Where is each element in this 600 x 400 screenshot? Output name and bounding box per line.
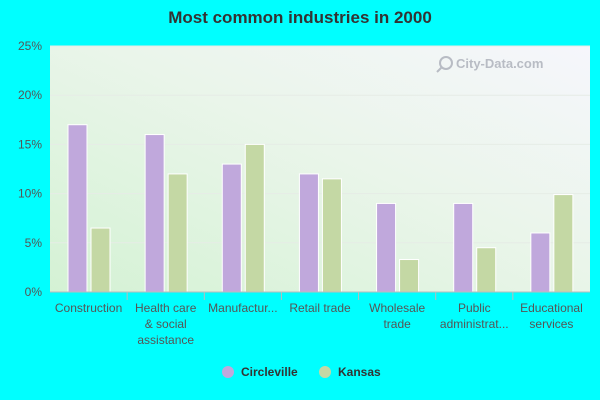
x-category-label-line: Wholesale	[369, 301, 425, 315]
x-category-label-line: Public	[458, 301, 491, 315]
x-category-label: Public administrat...	[440, 301, 509, 331]
bar-kansas-4	[399, 259, 420, 293]
watermark-search-icon	[439, 56, 453, 70]
y-tick-label: 10%	[18, 187, 42, 201]
bar-kansas-3	[321, 178, 342, 293]
y-tick-label: 15%	[18, 137, 42, 151]
legend-swatch-circleville	[222, 366, 234, 378]
x-category-label-line: Educational	[520, 301, 583, 315]
x-category-label-line: Retail trade	[289, 301, 351, 315]
x-category-label-line: assistance	[137, 333, 194, 347]
y-tick-label: 0%	[25, 285, 43, 299]
x-category-label-line: Manufactur...	[208, 301, 277, 315]
bar-kansas-1	[167, 173, 188, 293]
plot-background	[50, 46, 590, 292]
bar-kansas-6	[553, 194, 574, 293]
x-category-label-line: & social	[145, 317, 187, 331]
watermark: City-Data.com	[436, 56, 543, 73]
x-category-label: Retail trade	[289, 301, 351, 315]
bar-circleville-6	[530, 232, 551, 293]
bar-circleville-4	[376, 202, 397, 293]
bar-circleville-2	[221, 163, 242, 293]
x-category-label: Manufactur...	[208, 301, 277, 315]
bar-kansas-0	[90, 227, 111, 293]
chart-title: Most common industries in 2000	[168, 8, 432, 27]
x-category-label-line: Construction	[55, 301, 122, 315]
watermark-search-icon-handle	[436, 66, 443, 73]
bar-kansas-2	[244, 143, 265, 293]
x-category-label: Construction	[55, 301, 122, 315]
legend: Circleville Kansas	[222, 365, 381, 379]
x-category-label-line: Health care	[135, 301, 197, 315]
bar-circleville-0	[67, 124, 88, 293]
watermark-text: City-Data.com	[456, 56, 543, 71]
legend-swatch-kansas	[319, 366, 331, 378]
y-tick-label: 20%	[18, 88, 42, 102]
x-category-label-line: services	[529, 317, 573, 331]
bar-circleville-5	[453, 202, 474, 293]
y-tick-label: 25%	[18, 39, 42, 53]
x-category-label: Wholesale trade	[369, 301, 425, 331]
bar-kansas-5	[476, 247, 497, 293]
x-category-label-line: trade	[383, 317, 411, 331]
bar-circleville-3	[298, 173, 319, 293]
bars	[67, 124, 574, 293]
x-category-label: Educational services	[520, 301, 583, 331]
x-category-label: Health care & social assistance	[135, 301, 197, 347]
bar-circleville-1	[144, 134, 165, 293]
legend-label-kansas: Kansas	[338, 365, 381, 379]
x-category-label-line: administrat...	[440, 317, 509, 331]
axes: 0% 5% 10% 15% 20% 25% Construction Health care &…	[18, 39, 590, 347]
gridlines	[50, 45, 590, 244]
legend-label-circleville: Circleville	[241, 365, 298, 379]
y-tick-label: 5%	[25, 236, 43, 250]
